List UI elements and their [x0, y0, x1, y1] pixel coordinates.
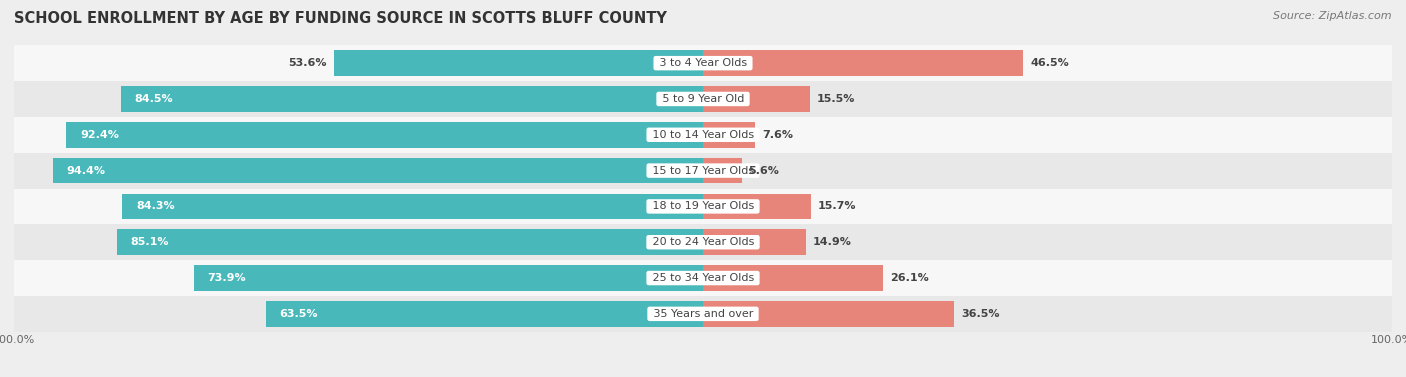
Text: Source: ZipAtlas.com: Source: ZipAtlas.com [1274, 11, 1392, 21]
Text: 25 to 34 Year Olds: 25 to 34 Year Olds [648, 273, 758, 283]
Text: 15.5%: 15.5% [817, 94, 855, 104]
Bar [66, 122, 703, 148]
Text: 73.9%: 73.9% [208, 273, 246, 283]
Bar [703, 301, 955, 327]
Bar [266, 301, 703, 327]
Bar [703, 265, 883, 291]
Text: 5 to 9 Year Old: 5 to 9 Year Old [658, 94, 748, 104]
Bar [194, 265, 703, 291]
Text: 92.4%: 92.4% [80, 130, 120, 140]
Bar [52, 158, 703, 184]
Bar [122, 193, 703, 219]
Text: 84.5%: 84.5% [135, 94, 173, 104]
Bar [703, 50, 1024, 76]
Bar [703, 229, 806, 255]
Text: 5.6%: 5.6% [748, 166, 779, 176]
Text: 14.9%: 14.9% [813, 237, 852, 247]
Bar [117, 229, 703, 255]
Bar [14, 153, 1392, 188]
Bar [121, 86, 703, 112]
Bar [14, 224, 1392, 260]
Text: 53.6%: 53.6% [288, 58, 326, 68]
Text: 46.5%: 46.5% [1031, 58, 1069, 68]
Text: 15 to 17 Year Olds: 15 to 17 Year Olds [648, 166, 758, 176]
Bar [703, 158, 741, 184]
Bar [14, 81, 1392, 117]
Text: 15.7%: 15.7% [818, 201, 856, 211]
Bar [14, 188, 1392, 224]
Text: 63.5%: 63.5% [280, 309, 318, 319]
Bar [703, 193, 811, 219]
Text: SCHOOL ENROLLMENT BY AGE BY FUNDING SOURCE IN SCOTTS BLUFF COUNTY: SCHOOL ENROLLMENT BY AGE BY FUNDING SOUR… [14, 11, 666, 26]
Bar [14, 296, 1392, 332]
Text: 3 to 4 Year Olds: 3 to 4 Year Olds [655, 58, 751, 68]
Text: 26.1%: 26.1% [890, 273, 928, 283]
Text: 18 to 19 Year Olds: 18 to 19 Year Olds [648, 201, 758, 211]
Text: 84.3%: 84.3% [136, 201, 174, 211]
Bar [14, 45, 1392, 81]
Text: 20 to 24 Year Olds: 20 to 24 Year Olds [648, 237, 758, 247]
Text: 10 to 14 Year Olds: 10 to 14 Year Olds [648, 130, 758, 140]
Text: 94.4%: 94.4% [66, 166, 105, 176]
Bar [14, 260, 1392, 296]
Bar [14, 117, 1392, 153]
Text: 85.1%: 85.1% [131, 237, 169, 247]
Text: 7.6%: 7.6% [762, 130, 793, 140]
Bar [333, 50, 703, 76]
Text: 35 Years and over: 35 Years and over [650, 309, 756, 319]
Bar [703, 122, 755, 148]
Text: 36.5%: 36.5% [962, 309, 1000, 319]
Bar [703, 86, 810, 112]
